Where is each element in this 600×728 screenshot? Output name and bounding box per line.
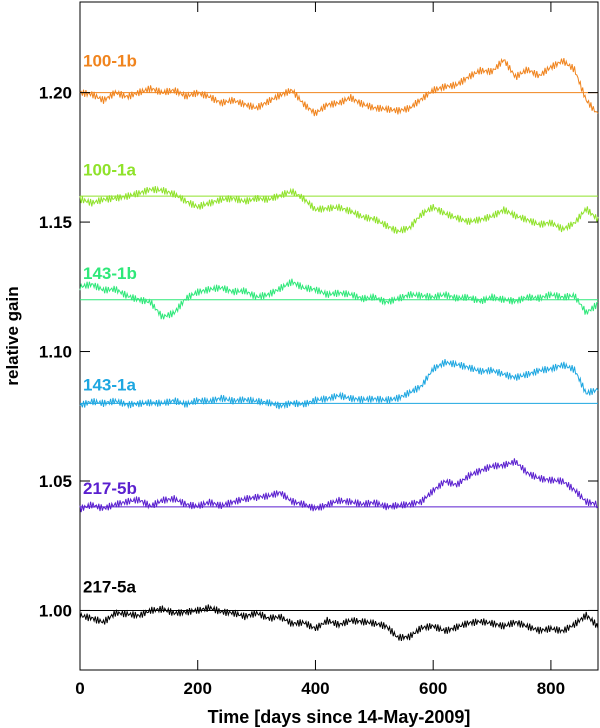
series-label-100-1b: 100-1b — [83, 52, 137, 71]
series-line-100-1a — [79, 185, 599, 234]
x-axis-label: Time [days since 14-May-2009] — [208, 707, 471, 727]
y-axis-label: relative gain — [3, 286, 22, 385]
series-label-143-1b: 143-1b — [83, 264, 137, 283]
series-line-143-1b — [79, 278, 599, 320]
series-label-217-5a: 217-5a — [83, 577, 136, 596]
y-tick-label-2: 1.10 — [39, 343, 72, 362]
series-label-143-1a: 143-1a — [83, 375, 136, 394]
series-label-100-1a: 100-1a — [83, 160, 136, 179]
x-tick-label-4: 800 — [537, 679, 565, 698]
y-tick-label-0: 1.00 — [39, 601, 72, 620]
y-tick-label-4: 1.20 — [39, 84, 72, 103]
x-tick-label-3: 600 — [419, 679, 447, 698]
x-tick-label-1: 200 — [184, 679, 212, 698]
labels-layer: 100-1b 100-1a 143-1b 143-1a 217-5b 217-5a — [83, 52, 137, 597]
x-tick-label-2: 400 — [301, 679, 329, 698]
y-tick-label-3: 1.15 — [39, 213, 72, 232]
series-label-217-5b: 217-5b — [83, 479, 137, 498]
y-tick-label-1: 1.05 — [39, 472, 72, 491]
ticks-layer: 0 200 400 600 800 1.00 1.05 1.10 1.15 1.20 — [39, 2, 598, 698]
plot-frame — [79, 1, 599, 671]
series-layer — [79, 57, 599, 641]
series-line-100-1b — [79, 57, 599, 117]
series-line-143-1a — [79, 359, 599, 410]
series-line-217-5a — [79, 604, 599, 641]
x-tick-label-0: 0 — [75, 679, 84, 698]
series-line-217-5b — [79, 458, 599, 513]
